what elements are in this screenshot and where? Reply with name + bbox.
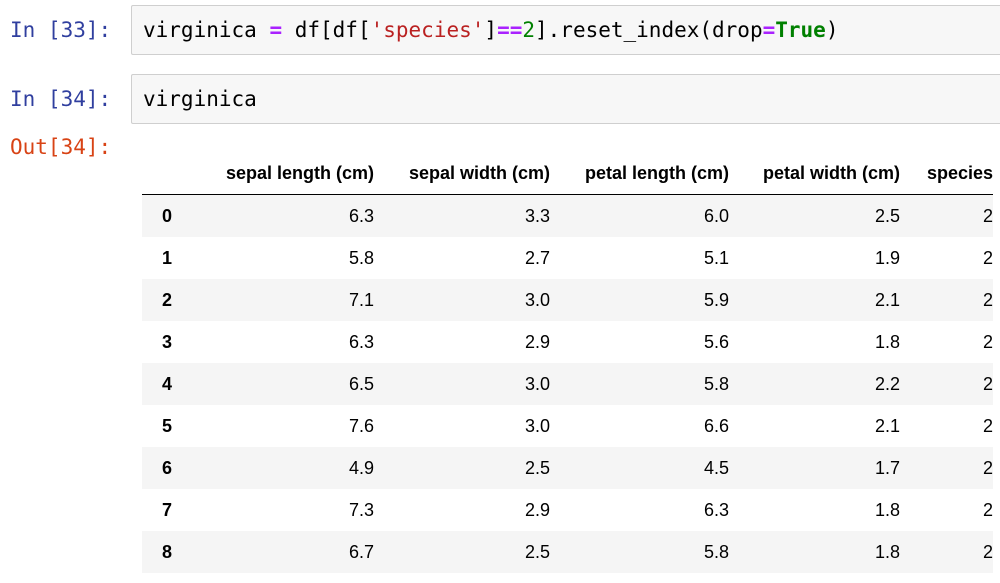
table-cell: 3.0 xyxy=(524,289,550,310)
code-token: True xyxy=(775,18,826,42)
table-cell: 2.1 xyxy=(874,289,900,310)
code-token: 'species' xyxy=(370,18,485,42)
row-index: 2 xyxy=(162,289,173,310)
table-row: 1 5.8 2.7 5.1 1.9 2 xyxy=(142,237,993,279)
table-cell: 1.8 xyxy=(874,331,900,352)
column-header: petal length (cm) xyxy=(550,152,729,195)
table-row: 5 7.6 3.0 6.6 2.1 2 xyxy=(142,405,993,447)
index-header xyxy=(142,152,212,195)
code-cell-34[interactable]: In [34]: virginica xyxy=(0,74,1000,124)
row-index: 5 xyxy=(162,415,173,436)
input-prompt: In [33]: xyxy=(10,18,112,42)
table-cell: 1.9 xyxy=(874,247,900,268)
row-index: 0 xyxy=(162,205,173,226)
table-cell: 3.0 xyxy=(524,373,550,394)
code-token: = xyxy=(269,18,283,42)
table-cell: 5.1 xyxy=(703,247,729,268)
table-cell: 2 xyxy=(982,373,993,394)
table-cell: 2 xyxy=(982,415,993,436)
table-cell: 6.0 xyxy=(703,205,729,226)
table-cell: 3.0 xyxy=(524,415,550,436)
table-cell: 1.8 xyxy=(874,541,900,562)
code-token: 2 xyxy=(522,18,536,42)
table-row: 3 6.3 2.9 5.6 1.8 2 xyxy=(142,321,993,363)
table-cell: 5.8 xyxy=(348,247,374,268)
table-cell: 2.5 xyxy=(874,205,900,226)
table-cell: 2.1 xyxy=(874,415,900,436)
dataframe-table: sepal length (cm) sepal width (cm) petal… xyxy=(142,152,993,573)
table-row: 7 7.3 2.9 6.3 1.8 2 xyxy=(142,489,993,531)
table-cell: 2.5 xyxy=(524,457,550,478)
table-row: 4 6.5 3.0 5.8 2.2 2 xyxy=(142,363,993,405)
column-header: sepal width (cm) xyxy=(374,152,550,195)
code-token: ].reset_index(drop xyxy=(535,18,763,42)
table-cell: 2 xyxy=(982,205,993,226)
row-index: 8 xyxy=(162,541,173,562)
code-input[interactable]: virginica xyxy=(131,74,1000,124)
table-cell: 6.3 xyxy=(348,205,374,226)
table-cell: 6.7 xyxy=(348,541,374,562)
table-cell: 2.9 xyxy=(524,331,550,352)
code-input[interactable]: virginica = df[df['species']==2].reset_i… xyxy=(131,5,1000,55)
code-token: ) xyxy=(825,18,839,42)
table-cell: 5.6 xyxy=(703,331,729,352)
code-token: ] xyxy=(484,18,498,42)
table-row: 2 7.1 3.0 5.9 2.1 2 xyxy=(142,279,993,321)
column-header: petal width (cm) xyxy=(729,152,900,195)
table-cell: 6.6 xyxy=(703,415,729,436)
row-index: 1 xyxy=(162,247,173,268)
table-cell: 1.7 xyxy=(874,457,900,478)
table-row: 8 6.7 2.5 5.8 1.8 2 xyxy=(142,531,993,573)
table-cell: 4.5 xyxy=(703,457,729,478)
table-cell: 2.5 xyxy=(524,541,550,562)
table-cell: 3.3 xyxy=(524,205,550,226)
row-index: 3 xyxy=(162,331,173,352)
table-cell: 5.8 xyxy=(703,373,729,394)
table-cell: 7.6 xyxy=(348,415,374,436)
table-cell: 4.9 xyxy=(348,457,374,478)
table-cell: 2 xyxy=(982,499,993,520)
table-cell: 5.9 xyxy=(703,289,729,310)
table-cell: 2 xyxy=(982,331,993,352)
table-cell: 7.3 xyxy=(348,499,374,520)
table-cell: 2 xyxy=(982,541,993,562)
code-token: df[df[ xyxy=(282,18,371,42)
table-cell: 2.7 xyxy=(524,247,550,268)
code-cell-33[interactable]: In [33]: virginica = df[df['species']==2… xyxy=(0,5,1000,55)
code-token: virginica xyxy=(143,87,257,111)
column-header: species xyxy=(900,152,993,195)
code-token: == xyxy=(497,18,523,42)
table-cell: 6.5 xyxy=(348,373,374,394)
code-token: = xyxy=(762,18,776,42)
row-index: 4 xyxy=(162,373,173,394)
column-header: sepal length (cm) xyxy=(212,152,374,195)
table-cell: 6.3 xyxy=(703,499,729,520)
table-cell: 2.2 xyxy=(874,373,900,394)
code-token: virginica xyxy=(143,18,270,42)
table-cell: 2.9 xyxy=(524,499,550,520)
row-index: 6 xyxy=(162,457,173,478)
row-index: 7 xyxy=(162,499,173,520)
table-cell: 7.1 xyxy=(348,289,374,310)
input-prompt: In [34]: xyxy=(10,87,112,111)
table-cell: 2 xyxy=(982,289,993,310)
table-cell: 5.8 xyxy=(703,541,729,562)
table-cell: 2 xyxy=(982,457,993,478)
table-cell: 2 xyxy=(982,247,993,268)
table-row: 6 4.9 2.5 4.5 1.7 2 xyxy=(142,447,993,489)
table-cell: 1.8 xyxy=(874,499,900,520)
output-prompt: Out[34]: xyxy=(10,135,112,159)
table-header-row: sepal length (cm) sepal width (cm) petal… xyxy=(142,152,993,195)
table-row: 0 6.3 3.3 6.0 2.5 2 xyxy=(142,194,993,237)
table-cell: 6.3 xyxy=(348,331,374,352)
